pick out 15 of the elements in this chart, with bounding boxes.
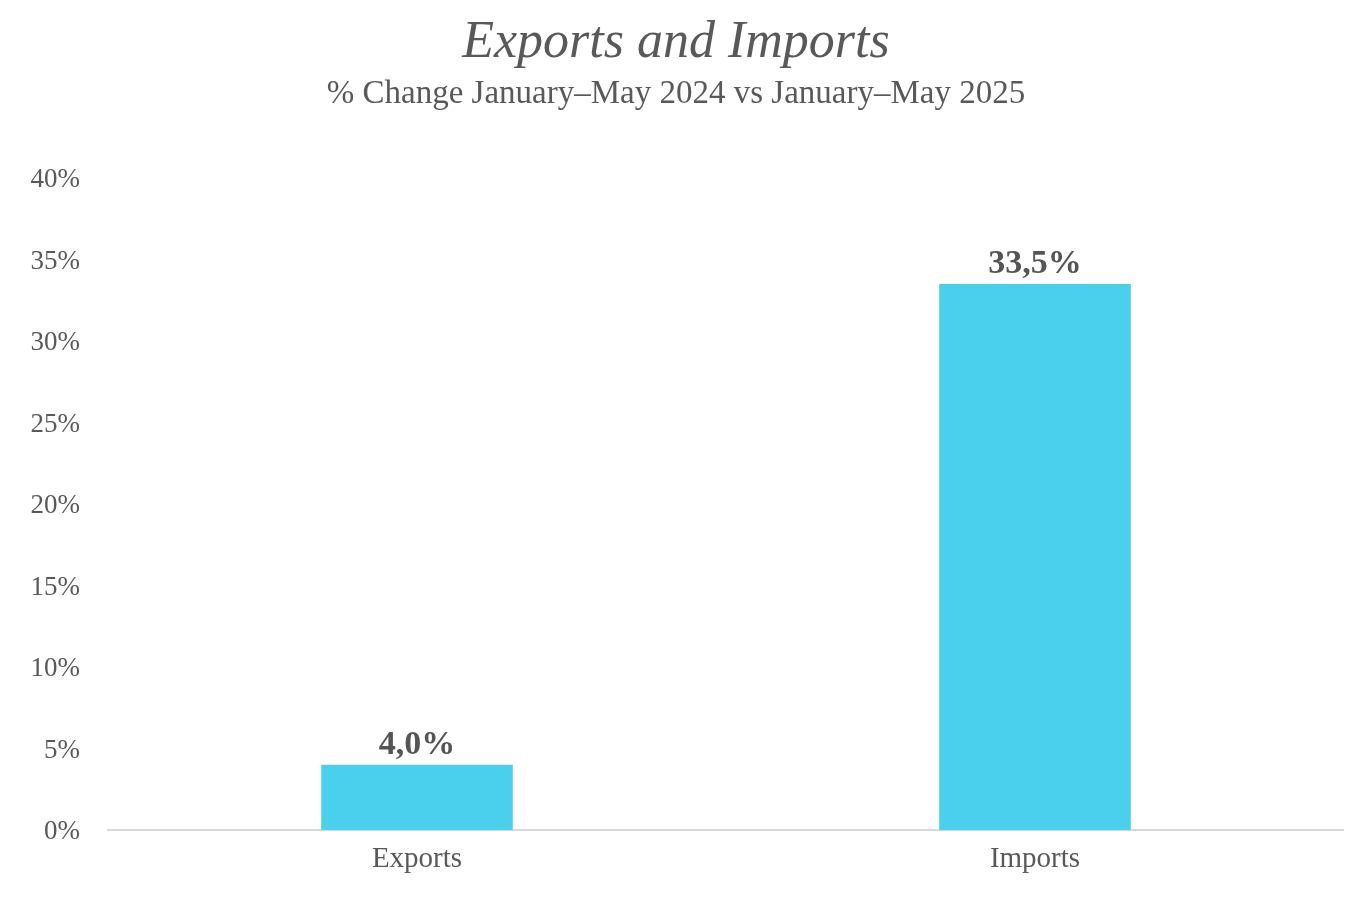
y-tick-label: 10%	[30, 652, 80, 682]
y-tick-label: 20%	[30, 489, 80, 519]
y-tick-label: 35%	[30, 244, 80, 275]
y-tick-label: 30%	[30, 326, 80, 356]
y-tick-label: 40%	[30, 163, 80, 193]
chart-title: Exports and Imports	[461, 10, 890, 68]
data-label: 4,0%	[378, 724, 456, 762]
data-label: 33,5%	[988, 243, 1082, 281]
x-tick-label: Exports	[371, 840, 463, 873]
chart-subtitle: % Change January–May 2024 vs January–May 2025	[326, 73, 1026, 110]
y-tick-label: 25%	[30, 407, 80, 438]
x-tick-label: Imports	[989, 840, 1081, 873]
y-tick-label: 5%	[44, 733, 80, 764]
y-tick-label: 15%	[30, 570, 80, 601]
y-tick-label: 0%	[44, 815, 80, 845]
